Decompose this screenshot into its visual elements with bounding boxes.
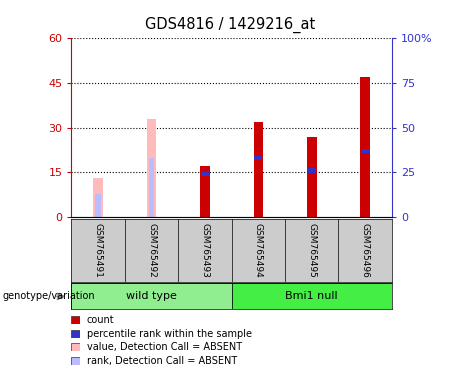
Bar <box>361 77 370 217</box>
Text: GSM765496: GSM765496 <box>361 223 370 278</box>
Text: wild type: wild type <box>126 291 177 301</box>
Bar <box>254 122 263 217</box>
Text: GDS4816 / 1429216_at: GDS4816 / 1429216_at <box>145 17 316 33</box>
Text: Bmi1 null: Bmi1 null <box>285 291 338 301</box>
Text: genotype/variation: genotype/variation <box>2 291 95 301</box>
Bar <box>338 219 392 282</box>
Bar <box>201 172 209 176</box>
Bar <box>285 219 338 282</box>
Text: percentile rank within the sample: percentile rank within the sample <box>87 329 252 339</box>
Bar <box>308 168 316 173</box>
Text: count: count <box>87 315 114 325</box>
Text: value, Detection Call = ABSENT: value, Detection Call = ABSENT <box>87 342 242 352</box>
Text: GSM765492: GSM765492 <box>147 223 156 278</box>
Text: GSM765494: GSM765494 <box>254 223 263 278</box>
Text: rank, Detection Call = ABSENT: rank, Detection Call = ABSENT <box>87 356 237 366</box>
Bar <box>231 283 392 309</box>
Bar <box>147 119 156 217</box>
Text: GSM765495: GSM765495 <box>307 223 316 278</box>
Bar <box>95 194 101 217</box>
Text: GSM765493: GSM765493 <box>201 223 209 278</box>
Bar <box>254 156 262 160</box>
Bar <box>149 158 154 217</box>
Bar <box>71 283 231 309</box>
Bar <box>178 219 231 282</box>
Text: GSM765491: GSM765491 <box>94 223 103 278</box>
Bar <box>125 219 178 282</box>
Bar <box>93 178 103 217</box>
Bar <box>307 137 317 217</box>
Bar <box>231 219 285 282</box>
Bar <box>361 149 369 153</box>
Bar <box>71 219 125 282</box>
Bar <box>200 166 210 217</box>
